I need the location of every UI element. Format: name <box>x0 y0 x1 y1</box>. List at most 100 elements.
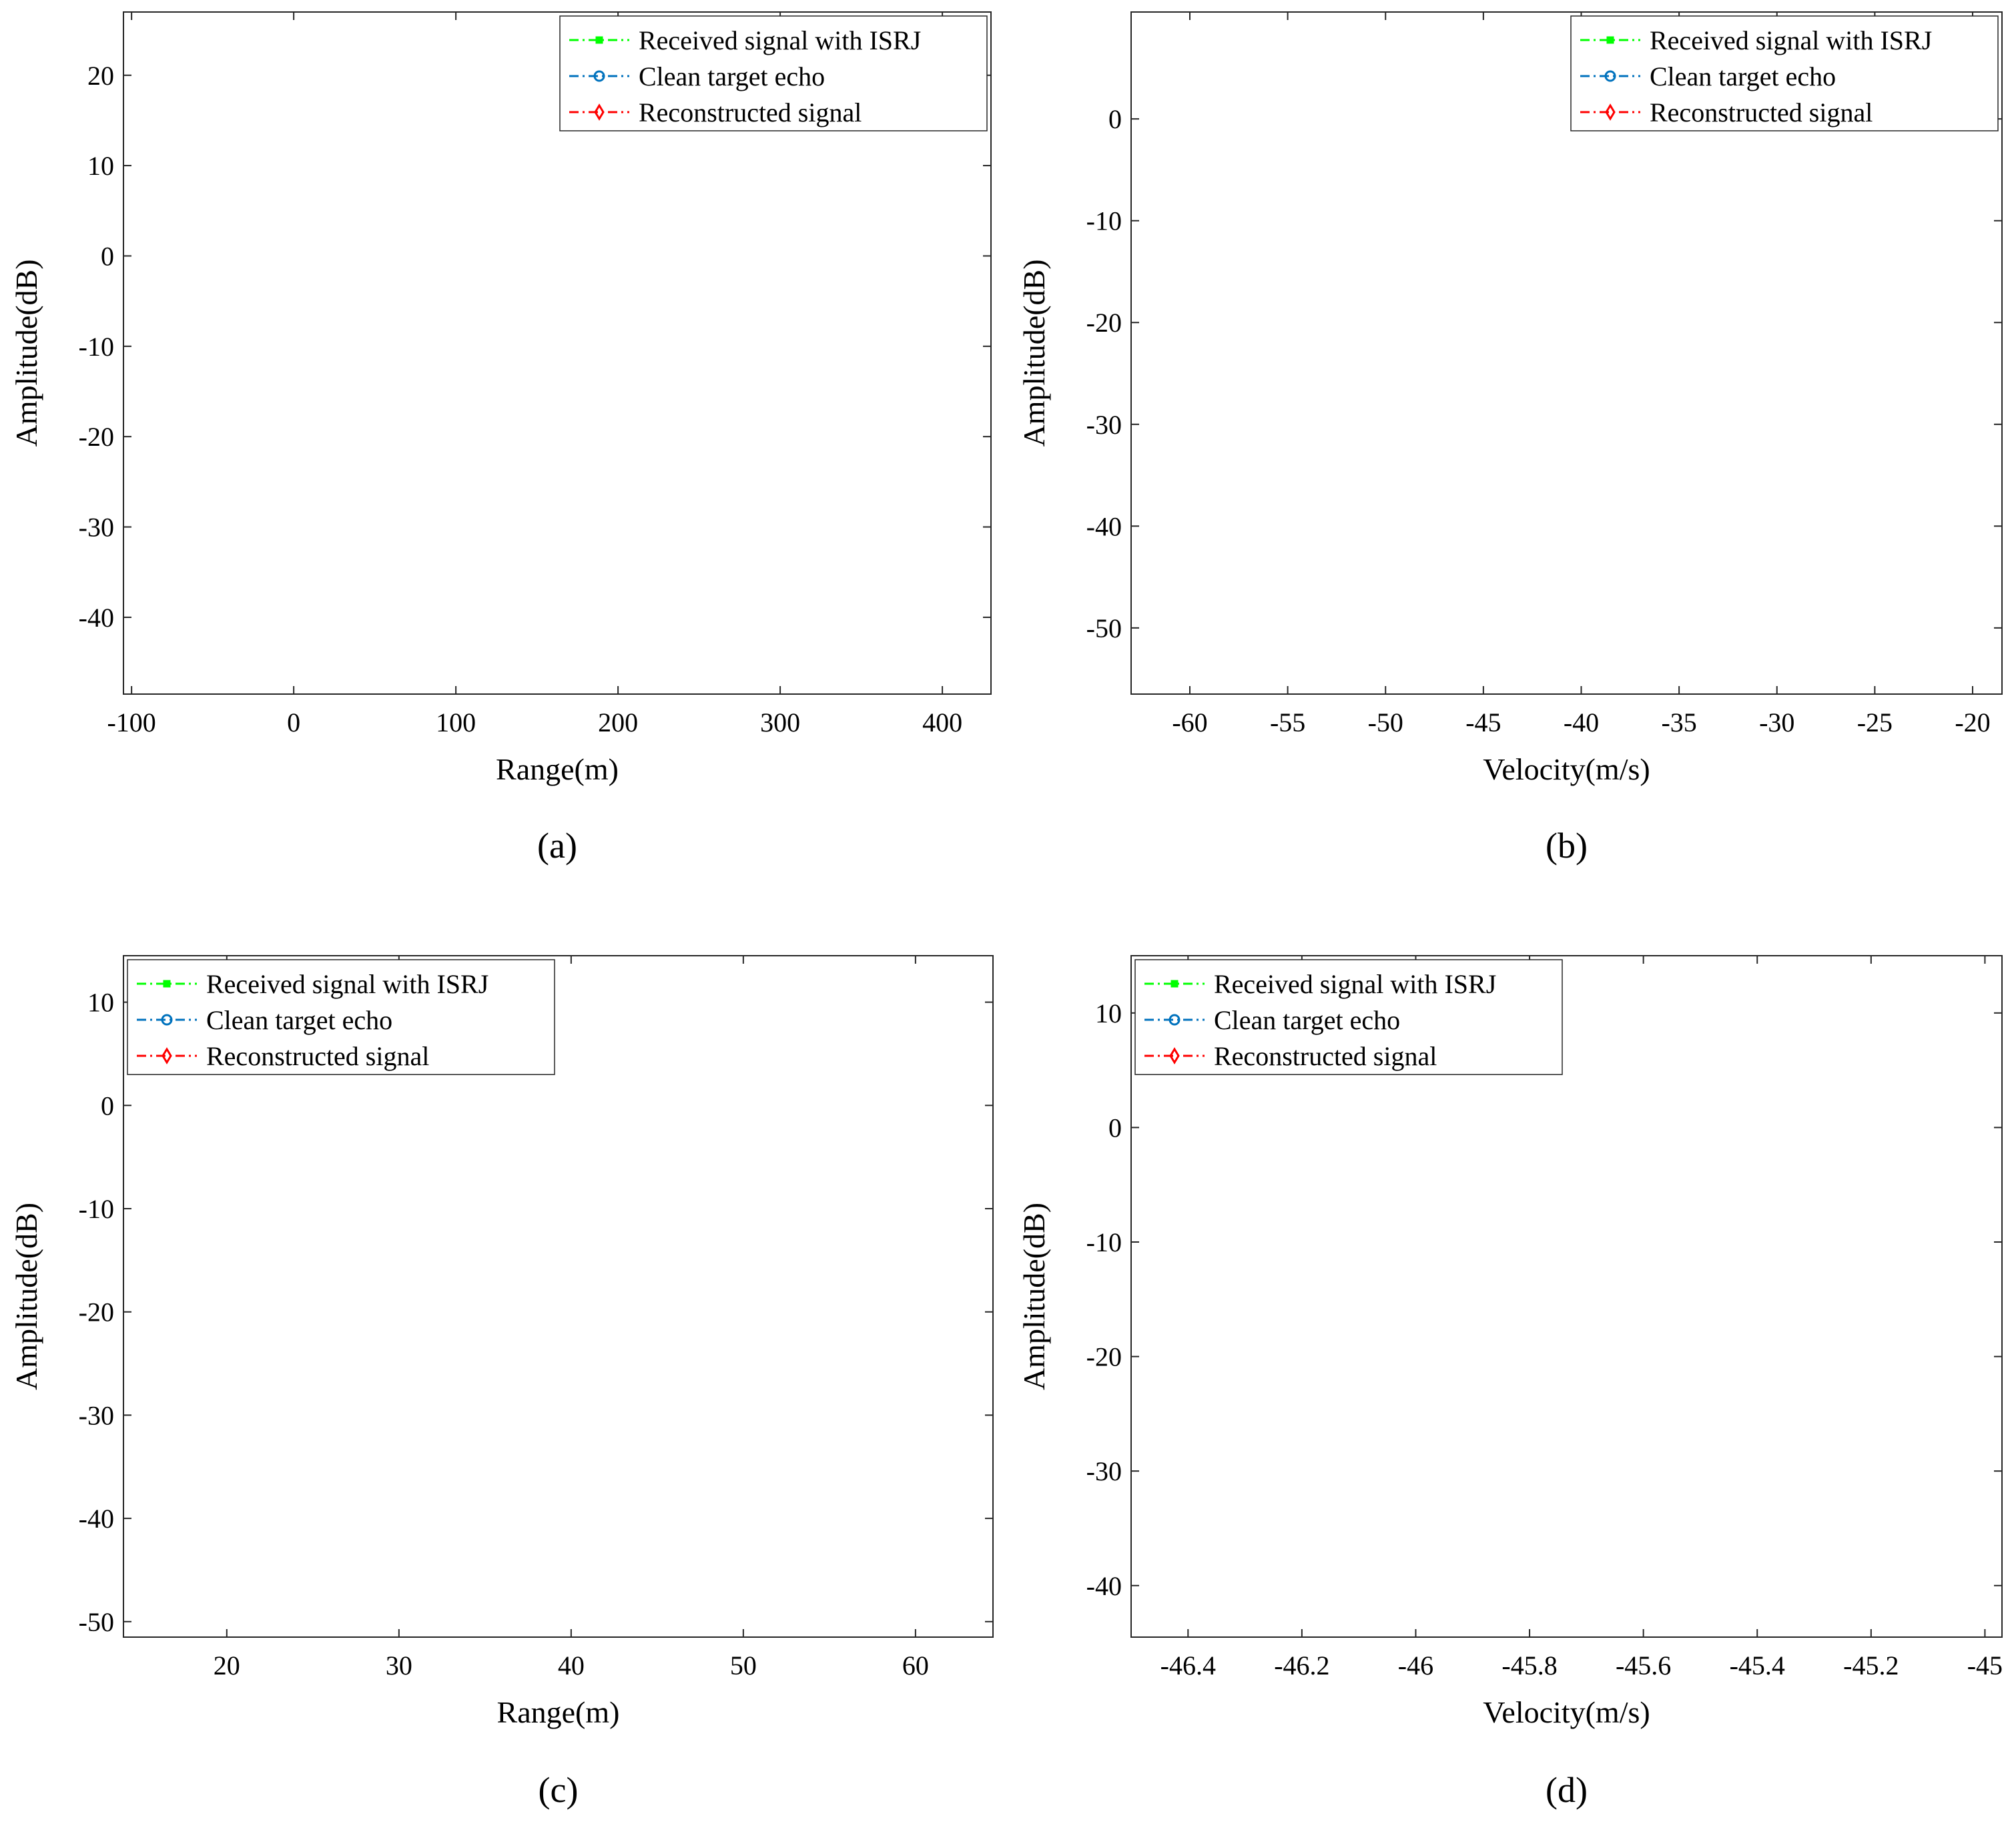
panel-a: -100 0 100 200 300 400-40-30-20-1001020Range(… <box>9 11 992 866</box>
legend-label-reconstructed: Reconstructed signal <box>1214 1041 1437 1071</box>
y-axis-label: Amplitude(dB) <box>9 259 43 446</box>
legend-label-reconstructed: Reconstructed signal <box>1650 97 1873 127</box>
x-axis-label: Velocity(m/s) <box>1483 752 1650 786</box>
x-tick-label: 40 <box>558 1650 585 1680</box>
x-tick-label: -60 <box>1172 707 1207 737</box>
y-tick-label: -30 <box>1086 1456 1122 1486</box>
x-tick-label: -55 <box>1270 707 1305 737</box>
legend-label-reconstructed: Reconstructed signal <box>206 1041 429 1071</box>
y-tick-label: 0 <box>101 241 114 271</box>
x-tick-label: 400 <box>922 707 962 737</box>
y-tick-label: -20 <box>1086 1342 1122 1372</box>
legend: Received signal with ISRJ Clean target ec… <box>127 959 555 1075</box>
y-tick-label: 10 <box>1095 998 1122 1028</box>
legend-label-received: Received signal with ISRJ <box>206 969 488 999</box>
x-tick-label: 30 <box>386 1650 412 1680</box>
x-tick-label: 50 <box>730 1650 757 1680</box>
y-tick-label: -20 <box>1086 308 1122 338</box>
x-tick-label: -45.4 <box>1730 1650 1785 1680</box>
legend-label-reconstructed: Reconstructed signal <box>639 97 862 127</box>
x-tick-label: -45 <box>1465 707 1501 737</box>
x-tick-label: -50 <box>1368 707 1403 737</box>
y-tick-label: -30 <box>79 1400 114 1430</box>
legend-box <box>1570 15 1999 131</box>
x-tick-label: -30 <box>1759 707 1794 737</box>
y-tick-label: 10 <box>87 151 114 181</box>
panel-b: -60 -55 -50 -45 -40 -35 -30 -25 -20 -50 -40 -30 -20 -… <box>1017 11 2003 866</box>
y-axis-label: Amplitude(dB) <box>1017 1203 1051 1390</box>
y-tick-label: -50 <box>1086 613 1122 643</box>
data-point <box>1169 1047 1180 1064</box>
x-tick-label: 20 <box>214 1650 240 1680</box>
y-tick-label: -10 <box>1086 1227 1122 1257</box>
x-axis-label: Range(m) <box>496 752 619 786</box>
y-tick-label: -10 <box>79 1194 114 1224</box>
data-point <box>1168 1014 1181 1026</box>
panel-c: 20 30 40 50 60 -50 -40 -30 -20 -10 0 10 Range(m) Ampl… <box>9 955 994 1810</box>
legend-label-clean: Clean target echo <box>639 61 825 91</box>
x-tick-label: -25 <box>1857 707 1893 737</box>
data-point <box>595 36 603 44</box>
y-tick-label: -20 <box>79 422 114 452</box>
data-point <box>594 103 605 121</box>
legend: Received signal with ISRJ Clean target ec… <box>1570 15 1999 131</box>
data-point <box>593 70 605 82</box>
x-tick-label: -45.2 <box>1843 1650 1899 1680</box>
x-tick-label: -40 <box>1564 707 1599 737</box>
data-point <box>161 1014 173 1026</box>
legend-box <box>1134 959 1563 1075</box>
data-point <box>161 1047 172 1064</box>
data-point <box>163 980 171 988</box>
x-tick-label: -46.4 <box>1160 1650 1216 1680</box>
legend-label-clean: Clean target echo <box>1214 1005 1400 1035</box>
x-tick-label: 0 <box>287 707 300 737</box>
y-tick-label: -40 <box>1086 1571 1122 1601</box>
panel-d: -46.4 -46.2 -46 -45.8 -45.6 -45.4 -45.2 -45 -40 -… <box>1017 955 2003 1810</box>
y-axis-label: Amplitude(dB) <box>1017 259 1051 446</box>
x-tick-label: -45 <box>1967 1650 2003 1680</box>
x-tick-label: 200 <box>598 707 638 737</box>
y-tick-label: 0 <box>101 1091 114 1121</box>
panel-caption: (d) <box>1546 1770 1588 1810</box>
x-axis-label: Range(m) <box>497 1695 620 1729</box>
x-axis-label: Velocity(m/s) <box>1483 1695 1650 1729</box>
x-tick-label: 300 <box>760 707 800 737</box>
y-tick-label: -40 <box>1086 511 1122 541</box>
x-tick-label: -45.8 <box>1501 1650 1557 1680</box>
legend-box <box>127 959 555 1075</box>
legend-label-clean: Clean target echo <box>206 1005 392 1035</box>
panel-caption: (c) <box>539 1770 579 1810</box>
y-tick-label: 0 <box>1108 104 1122 134</box>
y-axis-label: Amplitude(dB) <box>9 1203 43 1390</box>
y-tick-label: -20 <box>79 1297 114 1327</box>
y-tick-label: -10 <box>79 332 114 362</box>
y-tick-label: -10 <box>1086 206 1122 236</box>
y-tick-label: -30 <box>79 513 114 543</box>
y-tick-label: 0 <box>1108 1113 1122 1143</box>
x-tick-label: -45.6 <box>1616 1650 1671 1680</box>
y-tick-label: 20 <box>87 61 114 91</box>
x-tick-label: -35 <box>1661 707 1696 737</box>
panel-caption: (a) <box>537 826 577 866</box>
y-tick-label: -40 <box>79 1504 114 1534</box>
legend-label-received: Received signal with ISRJ <box>1650 25 1932 55</box>
data-point <box>1606 36 1614 44</box>
legend-label-received: Received signal with ISRJ <box>639 25 921 55</box>
x-tick-label: 60 <box>902 1650 929 1680</box>
data-point <box>1604 70 1616 82</box>
data-point <box>1170 980 1179 988</box>
x-tick-label: 100 <box>436 707 476 737</box>
x-tick-label: -20 <box>1955 707 1990 737</box>
data-point <box>1605 103 1616 121</box>
x-tick-label: -46 <box>1398 1650 1433 1680</box>
legend-label-received: Received signal with ISRJ <box>1214 969 1496 999</box>
x-tick-label: -100 <box>107 707 155 737</box>
y-tick-label: -40 <box>79 603 114 633</box>
y-tick-label: -50 <box>79 1607 114 1637</box>
legend: Received signal with ISRJ Clean target ec… <box>559 15 988 131</box>
y-tick-label: -30 <box>1086 410 1122 440</box>
legend-box <box>559 15 988 131</box>
legend-label-clean: Clean target echo <box>1650 61 1836 91</box>
legend: Received signal with ISRJ Clean target ec… <box>1134 959 1563 1075</box>
